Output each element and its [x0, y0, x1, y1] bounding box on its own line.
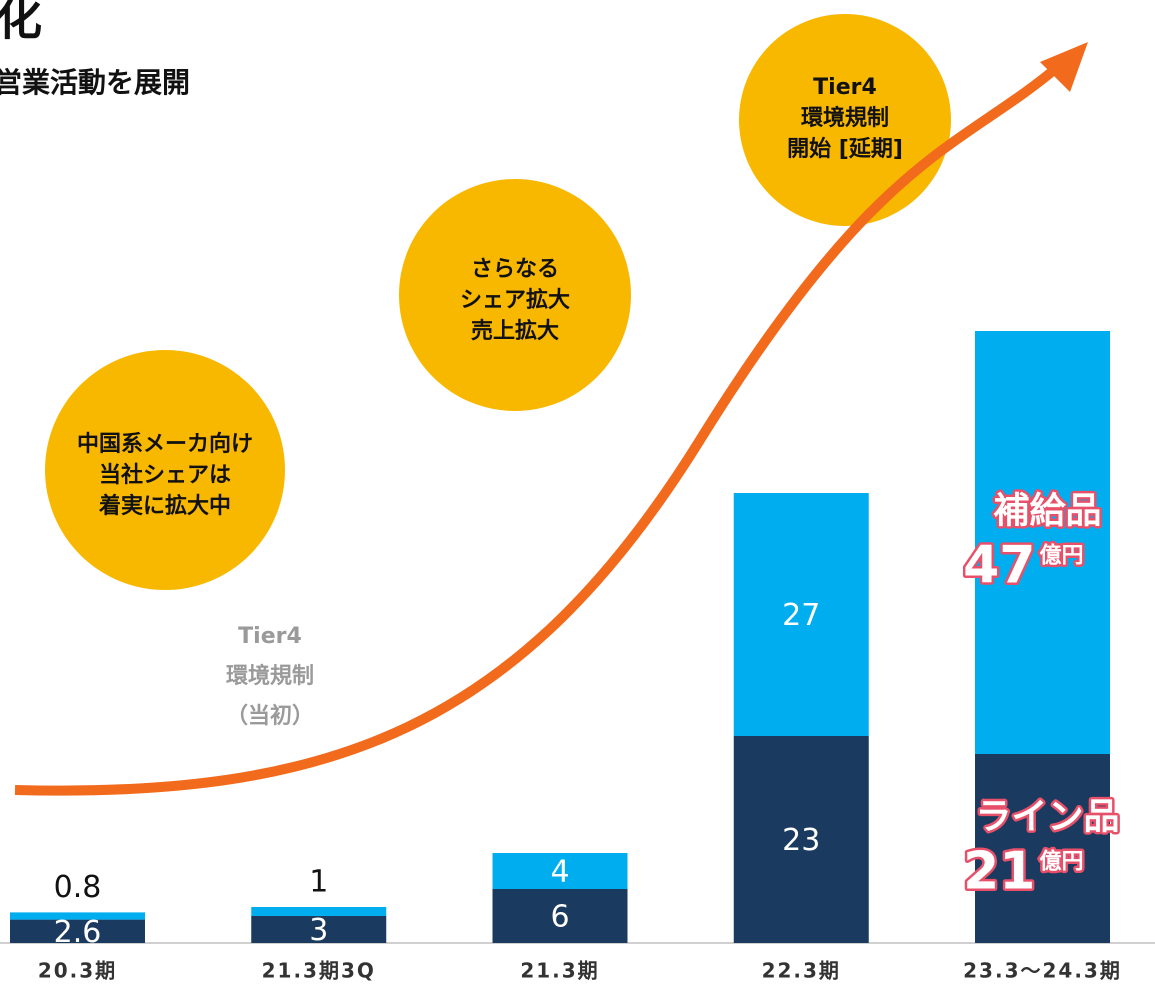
- annotation-text: さらなる: [471, 257, 559, 282]
- annotation-text: シェア拡大: [460, 288, 570, 313]
- annotation-text: 着実に拡大中: [98, 493, 231, 519]
- x-tick-label: 21.3期: [520, 959, 599, 983]
- bar-segment: [733, 493, 869, 736]
- annotation-text: Tier4: [238, 624, 302, 649]
- data-label: 23: [782, 823, 820, 858]
- data-label: 47: [963, 536, 1035, 596]
- annotation-text: 売上拡大: [471, 318, 559, 344]
- annotation-text: （当初）: [226, 703, 314, 729]
- x-tick-label: 23.3～24.3期: [963, 959, 1122, 983]
- bubble: [45, 350, 285, 590]
- annotation-text: 環境規制: [226, 663, 314, 689]
- data-label: 2.6: [54, 915, 102, 950]
- annotation-text: 環境規制: [801, 105, 889, 131]
- bar-segment: [975, 754, 1110, 943]
- bar-segment: [10, 919, 145, 943]
- bar-segment: [733, 736, 869, 943]
- bubble: [739, 14, 951, 226]
- data-label: 6: [550, 900, 569, 935]
- chart-subtitle: 営業活動を展開: [0, 66, 190, 99]
- x-tick-label: 21.3期3Q: [262, 959, 376, 983]
- data-label: 27: [782, 598, 820, 633]
- data-label: 3: [309, 913, 328, 948]
- unit-label: 億円: [1040, 849, 1084, 875]
- bar-segment: [251, 916, 387, 943]
- arrow-head: [1040, 42, 1088, 92]
- data-label: 21: [963, 842, 1035, 902]
- bar-segment: [975, 331, 1110, 754]
- x-tick-label: 22.3期: [762, 959, 841, 983]
- data-label: 0.8: [54, 870, 102, 905]
- series-label: ライン品: [975, 797, 1119, 838]
- annotation-text: 開始 [延期]: [787, 136, 903, 162]
- chart-title: 化: [0, 0, 42, 46]
- bar-segment: [492, 853, 628, 889]
- series-label: 補給品: [993, 491, 1101, 532]
- x-tick-label: 20.3期: [38, 959, 117, 983]
- bar-segment: [492, 889, 628, 943]
- bar-segment: [10, 912, 145, 920]
- annotation-text: Tier4: [813, 75, 877, 100]
- annotation-text: 当社シェアは: [99, 462, 231, 488]
- bubble: [399, 179, 631, 411]
- annotation-text: 中国系メーカ向け: [77, 431, 253, 457]
- data-label: 4: [550, 855, 569, 890]
- unit-label: 億円: [1040, 543, 1084, 569]
- data-label: 1: [309, 865, 328, 900]
- trend-arrow: [14, 61, 1064, 796]
- bar-segment: [251, 907, 387, 916]
